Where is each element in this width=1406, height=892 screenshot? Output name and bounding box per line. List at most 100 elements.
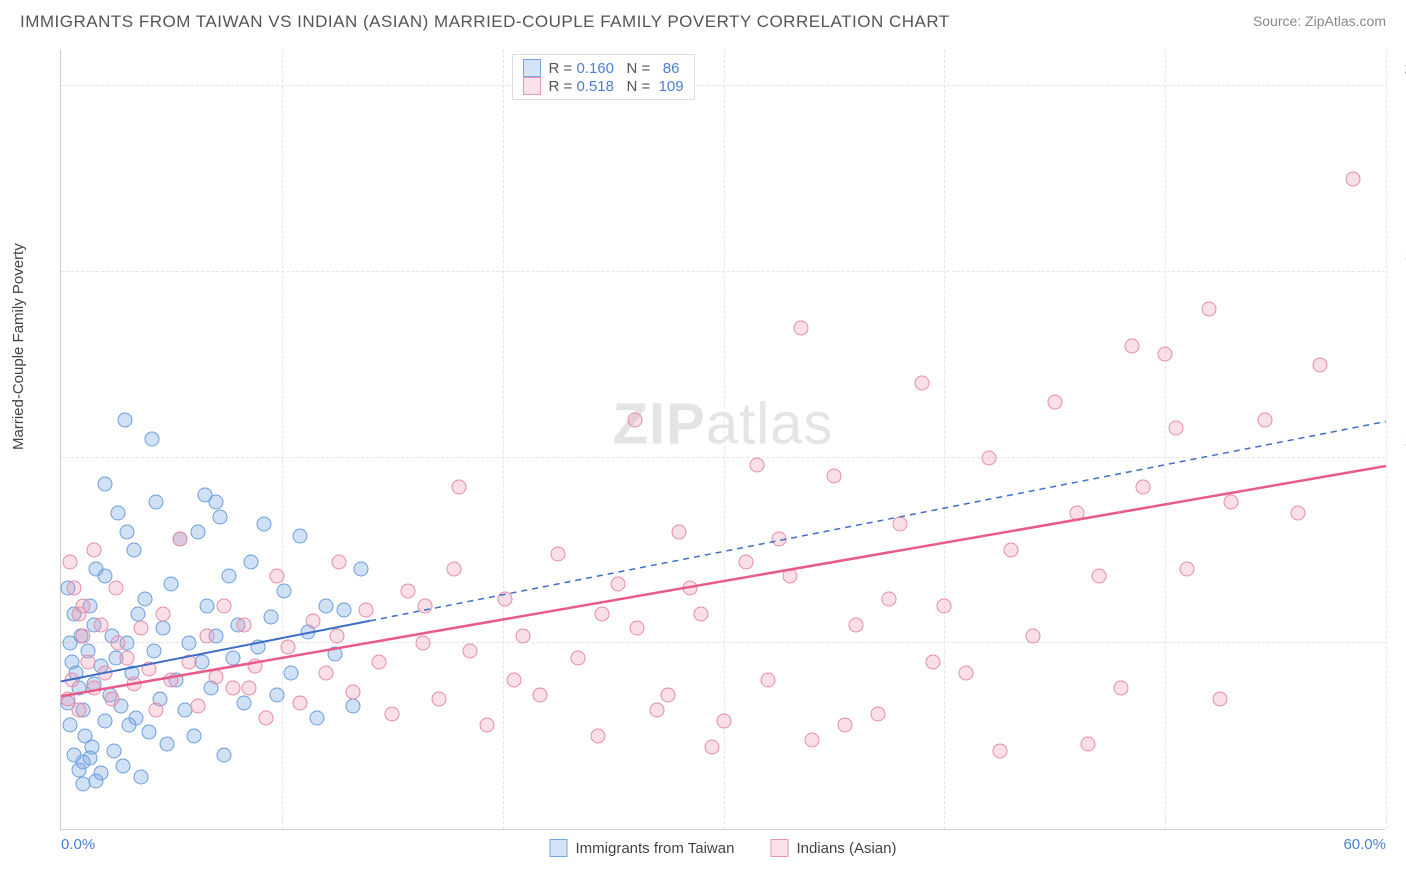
data-point (190, 524, 205, 539)
source-attribution: Source: ZipAtlas.com (1253, 13, 1386, 31)
data-point (129, 710, 144, 725)
data-point (1069, 506, 1084, 521)
data-point (213, 510, 228, 525)
data-point (146, 643, 161, 658)
data-point (217, 747, 232, 762)
data-point (661, 688, 676, 703)
data-point (173, 532, 188, 547)
data-point (115, 758, 130, 773)
data-point (416, 636, 431, 651)
data-point (837, 718, 852, 733)
data-point (330, 628, 345, 643)
data-point (109, 580, 124, 595)
data-point (87, 680, 102, 695)
data-point (118, 413, 133, 428)
data-point (694, 606, 709, 621)
data-point (1091, 569, 1106, 584)
gridline-vertical (724, 50, 725, 829)
data-point (208, 669, 223, 684)
x-tick-label: 60.0% (1343, 836, 1386, 853)
data-point (1213, 692, 1228, 707)
data-point (221, 569, 236, 584)
data-point (628, 413, 643, 428)
scatter-chart: ZIPatlas 5.0%10.0%15.0%20.0%0.0%60.0%R =… (60, 50, 1385, 830)
data-point (243, 554, 258, 569)
data-point (76, 628, 91, 643)
data-point (107, 744, 122, 759)
data-point (259, 710, 274, 725)
data-point (550, 547, 565, 562)
data-point (71, 703, 86, 718)
source-label: Source: (1253, 13, 1305, 29)
data-point (111, 506, 126, 521)
data-point (160, 736, 175, 751)
data-point (281, 640, 296, 655)
data-point (126, 677, 141, 692)
legend-row: R = 0.518 N = 109 (523, 77, 684, 95)
data-point (186, 729, 201, 744)
data-point (142, 725, 157, 740)
legend-row: R = 0.160 N = 86 (523, 59, 684, 77)
data-point (372, 654, 387, 669)
data-point (305, 614, 320, 629)
data-point (67, 580, 82, 595)
legend-swatch (523, 77, 541, 95)
data-point (111, 636, 126, 651)
data-point (1224, 495, 1239, 510)
data-point (447, 562, 462, 577)
data-point (104, 692, 119, 707)
data-point (1169, 420, 1184, 435)
data-point (358, 602, 373, 617)
data-point (137, 591, 152, 606)
data-point (226, 651, 241, 666)
data-point (610, 576, 625, 591)
data-point (683, 580, 698, 595)
data-point (893, 517, 908, 532)
data-point (327, 647, 342, 662)
data-point (1345, 172, 1360, 187)
data-point (80, 654, 95, 669)
data-point (237, 695, 252, 710)
data-point (226, 680, 241, 695)
data-point (120, 651, 135, 666)
source-name: ZipAtlas.com (1305, 13, 1386, 29)
data-point (431, 692, 446, 707)
data-point (98, 476, 113, 491)
data-point (1158, 346, 1173, 361)
data-point (237, 617, 252, 632)
legend-swatch (770, 839, 788, 857)
data-point (749, 458, 764, 473)
data-point (208, 495, 223, 510)
data-point (336, 602, 351, 617)
data-point (319, 599, 334, 614)
data-point (131, 606, 146, 621)
data-point (992, 744, 1007, 759)
gridline-vertical (503, 50, 504, 829)
chart-title: IMMIGRANTS FROM TAIWAN VS INDIAN (ASIAN)… (20, 12, 950, 32)
data-point (182, 654, 197, 669)
data-point (915, 376, 930, 391)
data-point (345, 699, 360, 714)
data-point (400, 584, 415, 599)
data-point (65, 673, 80, 688)
data-point (760, 673, 775, 688)
data-point (451, 480, 466, 495)
data-point (630, 621, 645, 636)
data-point (87, 543, 102, 558)
data-point (257, 517, 272, 532)
gridline-vertical (944, 50, 945, 829)
data-point (1080, 736, 1095, 751)
legend-swatch (523, 59, 541, 77)
data-point (182, 636, 197, 651)
data-point (882, 591, 897, 606)
data-point (804, 732, 819, 747)
data-point (782, 569, 797, 584)
data-point (292, 695, 307, 710)
data-point (650, 703, 665, 718)
data-point (310, 710, 325, 725)
data-point (672, 524, 687, 539)
data-point (190, 699, 205, 714)
legend-swatch (550, 839, 568, 857)
data-point (241, 680, 256, 695)
data-point (277, 584, 292, 599)
